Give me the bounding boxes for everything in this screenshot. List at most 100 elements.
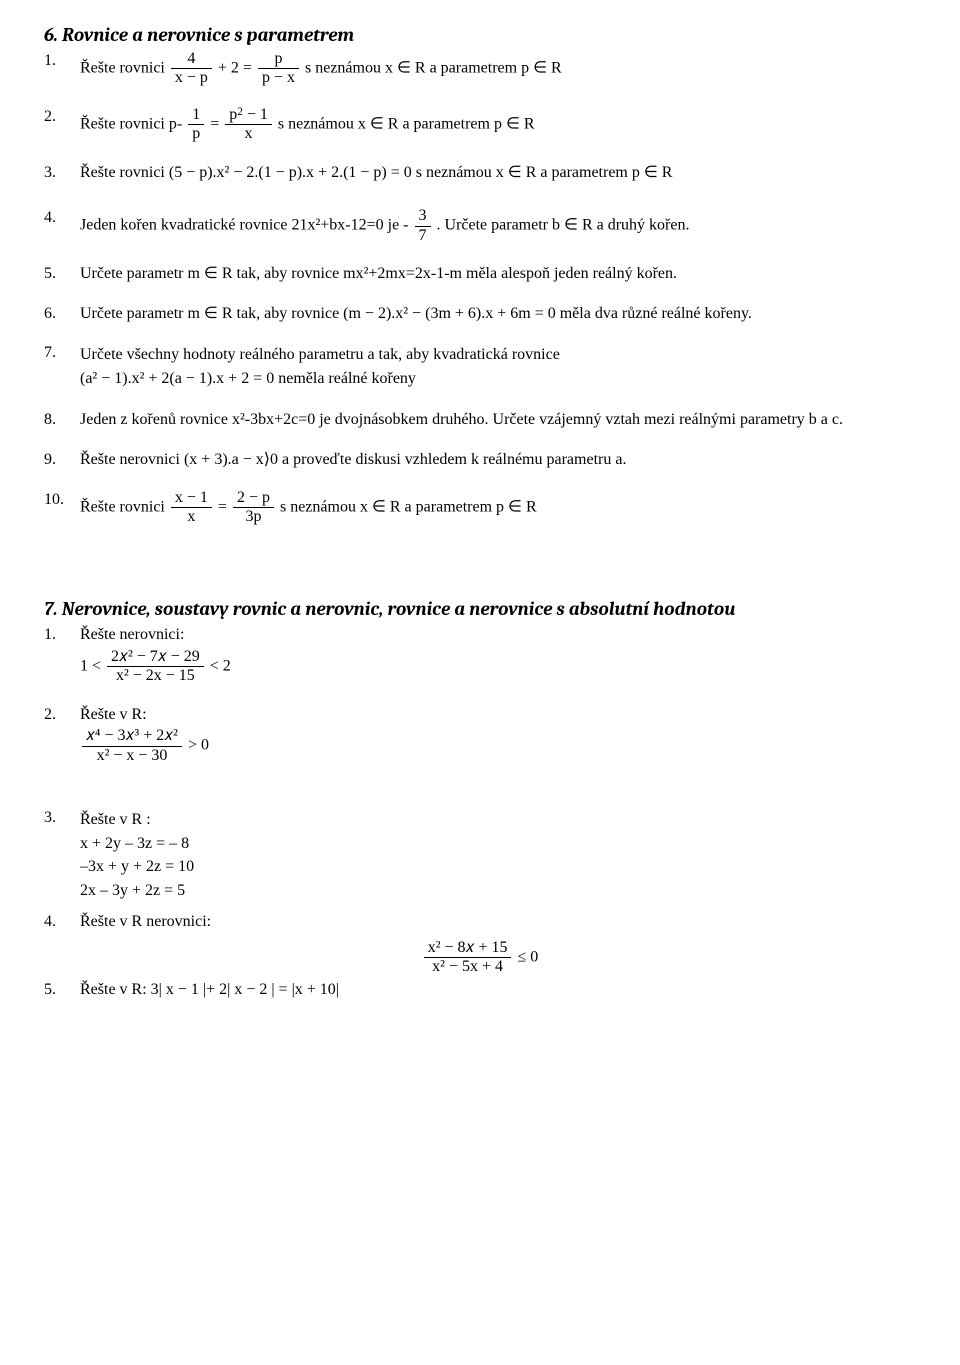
fraction: 𝑥⁴ − 3𝑥³ + 2𝑥² x² − x − 30	[82, 727, 182, 765]
numerator: p	[258, 50, 299, 68]
fraction: x − 1 x	[171, 489, 212, 527]
section-6-item-4: 4. Jeden kořen kvadratické rovnice 21x²+…	[44, 207, 916, 245]
denominator: 7	[415, 226, 431, 245]
numerator: x − 1	[171, 489, 212, 507]
text: s neznámou x ∈ R a parametrem p ∈ R	[280, 498, 537, 515]
section-6-item-10: 10. Řešte rovnici x − 1 x = 2 − p 3p s n…	[44, 489, 916, 527]
denominator: x² − x − 30	[82, 746, 182, 765]
item-body: Řešte rovnici (5 − p).x² − 2.(1 − p).x +…	[80, 162, 916, 184]
item-number: 6.	[44, 303, 80, 325]
text: Jeden kořen kvadratické rovnice 21x²+bx-…	[80, 217, 413, 234]
text: Řešte rovnici p-	[80, 115, 186, 132]
fraction: 1 p	[188, 106, 204, 144]
item-number: 1.	[44, 624, 80, 646]
item-body: Řešte rovnici 4 x − p + 2 = p p − x s ne…	[80, 50, 916, 88]
numerator: 𝑥⁴ − 3𝑥³ + 2𝑥²	[82, 727, 182, 745]
text: s neznámou x ∈ R a parametrem p ∈ R	[305, 60, 562, 77]
item-number: 5.	[44, 979, 80, 1001]
section-7-heading: 7. Nerovnice, soustavy rovnic a nerovnic…	[44, 598, 916, 620]
item-body: Určete parametr m ∈ R tak, aby rovnice (…	[80, 303, 916, 325]
inequality: 1 < 2𝑥² − 7𝑥 − 29 x² − 2x − 15 < 2	[80, 648, 916, 686]
section-6-item-6: 6. Určete parametr m ∈ R tak, aby rovnic…	[44, 303, 916, 325]
denominator: x	[171, 507, 212, 526]
denominator: x	[225, 124, 272, 143]
spacer	[44, 783, 916, 807]
numerator: 2 − p	[233, 489, 274, 507]
item-body: Řešte v R nerovnici:	[80, 911, 916, 933]
text: =	[218, 498, 231, 515]
item-number: 3.	[44, 807, 80, 829]
fraction: 4 x − p	[171, 50, 212, 88]
numerator: 3	[415, 207, 431, 225]
item-body: Jeden z kořenů rovnice x²-3bx+2c=0 je dv…	[80, 409, 916, 431]
text: Řešte v R :	[80, 809, 916, 831]
text: < 2	[210, 657, 231, 674]
item-body: Určete parametr m ∈ R tak, aby rovnice m…	[80, 263, 916, 285]
equation: 2x – 3y + 2z = 5	[80, 880, 916, 902]
item-number: 2.	[44, 106, 80, 128]
section-6-item-5: 5. Určete parametr m ∈ R tak, aby rovnic…	[44, 263, 916, 285]
text: 1 <	[80, 657, 105, 674]
section-6-heading: 6. Rovnice a nerovnice s parametrem	[44, 24, 916, 46]
section-7-item-5: 5. Řešte v R: 3| x − 1 |+ 2| x − 2 | = |…	[44, 979, 916, 1001]
denominator: p	[188, 124, 204, 143]
text: . Určete parametr b ∈ R a druhý kořen.	[437, 217, 690, 234]
text: Řešte rovnici	[80, 498, 169, 515]
denominator: p − x	[258, 68, 299, 87]
item-number: 7.	[44, 342, 80, 364]
text: Řešte rovnici	[80, 60, 169, 77]
item-number: 1.	[44, 50, 80, 72]
section-7-item-2: 2. Řešte v R:	[44, 704, 916, 726]
equation: –3x + y + 2z = 10	[80, 856, 916, 878]
numerator: x² − 8𝑥 + 15	[424, 939, 512, 957]
fraction: p2 − 1 x	[225, 106, 272, 144]
item-number: 10.	[44, 489, 80, 511]
section-6-item-2: 2. Řešte rovnici p- 1 p = p2 − 1 x s nez…	[44, 106, 916, 144]
section-6-item-3: 3. Řešte rovnici (5 − p).x² − 2.(1 − p).…	[44, 162, 916, 184]
section-7-item-4: 4. Řešte v R nerovnici:	[44, 911, 916, 933]
item-number: 5.	[44, 263, 80, 285]
item-body: Řešte rovnici p- 1 p = p2 − 1 x s neznám…	[80, 106, 916, 144]
item-number: 2.	[44, 704, 80, 726]
text: =	[210, 115, 223, 132]
fraction: 2 − p 3p	[233, 489, 274, 527]
numerator: 2𝑥² − 7𝑥 − 29	[107, 648, 204, 666]
item-number: 4.	[44, 911, 80, 933]
section-7-item-1: 1. Řešte nerovnici:	[44, 624, 916, 646]
text: ≤ 0	[517, 949, 538, 966]
item-body: Řešte rovnici x − 1 x = 2 − p 3p s nezná…	[80, 489, 916, 527]
fraction: 3 7	[415, 207, 431, 245]
numerator: 1	[188, 106, 204, 124]
section-7-item-3: 3. Řešte v R : x + 2y – 3z = – 8 –3x + y…	[44, 807, 916, 903]
item-body: Řešte nerovnici (x + 3).a − x⟩0 a proveď…	[80, 449, 916, 471]
numerator: p2 − 1	[225, 106, 272, 124]
denominator: 3p	[233, 507, 274, 526]
text: > 0	[188, 737, 209, 754]
section-6-item-7: 7. Určete všechny hodnoty reálného param…	[44, 342, 916, 391]
spacer	[44, 544, 916, 598]
fraction: x² − 8𝑥 + 15 x² − 5x + 4	[424, 939, 512, 977]
equation: (a² − 1).x² + 2(a − 1).x + 2 = 0 neměla …	[80, 368, 916, 390]
text: s neznámou x ∈ R a parametrem p ∈ R	[278, 115, 535, 132]
text: + 2 =	[218, 60, 256, 77]
fraction: 2𝑥² − 7𝑥 − 29 x² − 2x − 15	[107, 648, 204, 686]
denominator: x² − 5x + 4	[424, 957, 512, 976]
section-6-item-9: 9. Řešte nerovnici (x + 3).a − x⟩0 a pro…	[44, 449, 916, 471]
denominator: x − p	[171, 68, 212, 87]
fraction: p p − x	[258, 50, 299, 88]
item-number: 4.	[44, 207, 80, 229]
item-number: 8.	[44, 409, 80, 431]
item-body: Řešte v R : x + 2y – 3z = – 8 –3x + y + …	[80, 807, 916, 903]
item-number: 3.	[44, 162, 80, 184]
inequality: x² − 8𝑥 + 15 x² − 5x + 4 ≤ 0	[44, 939, 916, 977]
inequality: 𝑥⁴ − 3𝑥³ + 2𝑥² x² − x − 30 > 0	[80, 727, 916, 765]
text: Určete všechny hodnoty reálného parametr…	[80, 344, 916, 366]
section-6-item-8: 8. Jeden z kořenů rovnice x²-3bx+2c=0 je…	[44, 409, 916, 431]
item-body: Řešte v R:	[80, 704, 916, 726]
section-6-item-1: 1. Řešte rovnici 4 x − p + 2 = p p − x s…	[44, 50, 916, 88]
item-body: Řešte nerovnici:	[80, 624, 916, 646]
item-body: Řešte v R: 3| x − 1 |+ 2| x − 2 | = |x +…	[80, 979, 916, 1001]
item-body: Jeden kořen kvadratické rovnice 21x²+bx-…	[80, 207, 916, 245]
denominator: x² − 2x − 15	[107, 666, 204, 685]
equation: x + 2y – 3z = – 8	[80, 833, 916, 855]
